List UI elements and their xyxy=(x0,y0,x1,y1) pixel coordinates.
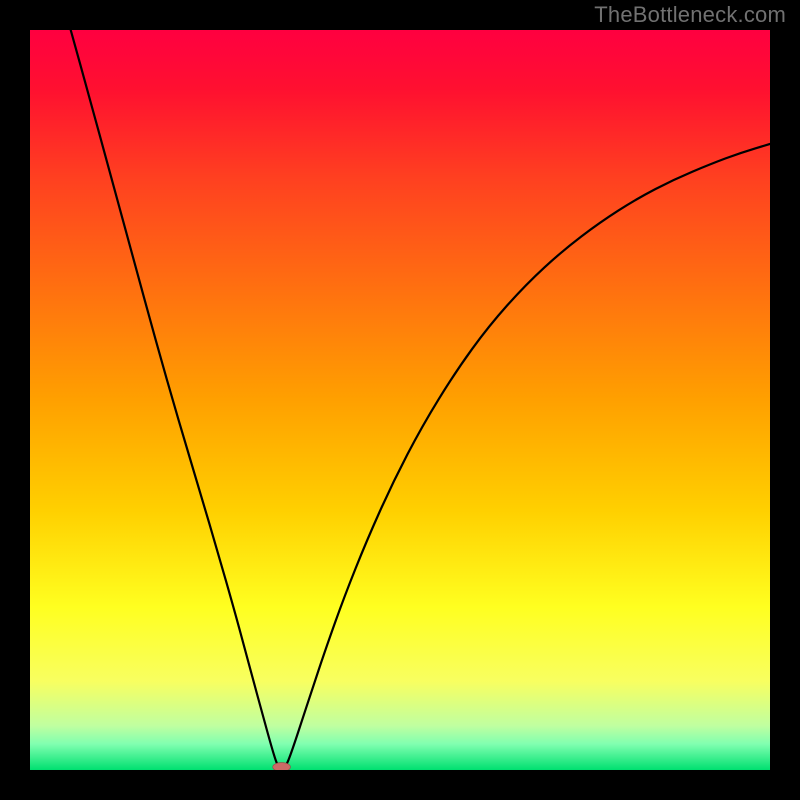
watermark-text: TheBottleneck.com xyxy=(594,2,786,28)
min-marker xyxy=(273,763,291,770)
chart-svg xyxy=(30,30,770,770)
gradient-background xyxy=(30,30,770,770)
plot-area xyxy=(30,30,770,770)
chart-container: TheBottleneck.com xyxy=(0,0,800,800)
